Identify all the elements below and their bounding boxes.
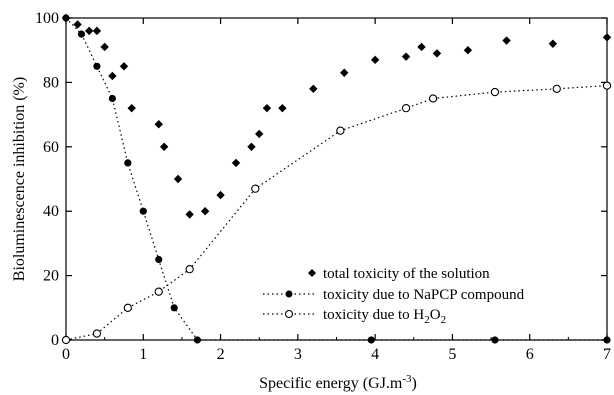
data-point-diamond <box>309 84 318 94</box>
data-point-filled-circle <box>77 30 86 38</box>
legend-label-napcp: toxicity due to NaPCP compound <box>323 287 525 303</box>
y-axis-label: Bioluminescence inhibition (%) <box>11 77 28 281</box>
data-point-diamond <box>502 36 511 45</box>
data-point-filled-circle <box>193 336 201 344</box>
data-point-diamond <box>119 62 129 71</box>
data-point-diamond <box>200 207 210 216</box>
y-tick-label: 40 <box>43 203 59 220</box>
data-point-filled-circle <box>491 336 499 344</box>
data-point-open-circle <box>490 87 500 97</box>
data-point-open-circle <box>154 287 163 296</box>
data-point-diamond <box>255 129 264 139</box>
data-point-filled-circle <box>603 336 611 344</box>
data-point-diamond <box>100 42 109 52</box>
legend-item-napcp: toxicity due to NaPCP compound <box>263 287 525 303</box>
series-markers <box>61 13 612 345</box>
legend-marker-diamond <box>308 269 316 277</box>
y-tick-label: 80 <box>43 74 59 91</box>
data-point-diamond <box>84 26 94 36</box>
data-point-filled-circle <box>108 94 116 103</box>
data-point-diamond <box>401 52 411 61</box>
data-point-diamond <box>154 120 163 129</box>
data-point-diamond <box>278 103 287 113</box>
data-point-open-circle <box>251 184 260 193</box>
x-axis-label: Specific energy (GJ.m-3) <box>259 373 417 392</box>
data-point-open-circle <box>428 94 438 103</box>
legend-item-total-toxicity: total toxicity of the solution <box>308 266 490 282</box>
x-tick-label: 6 <box>526 346 534 363</box>
legend-item-h2o2: toxicity due to H2O2 <box>263 307 446 326</box>
data-point-diamond <box>417 42 426 52</box>
data-point-filled-circle <box>155 255 163 264</box>
data-point-diamond <box>231 158 241 168</box>
legend-marker-open-circle <box>284 309 294 319</box>
data-point-diamond <box>216 190 225 200</box>
legend-label-h2o2: toxicity due to H2O2 <box>323 307 446 326</box>
data-point-filled-circle <box>139 207 147 215</box>
data-point-open-circle <box>336 126 345 135</box>
data-point-diamond <box>108 71 117 81</box>
data-point-diamond <box>548 39 558 48</box>
data-point-diamond <box>602 33 612 42</box>
data-point-open-circle <box>61 335 71 345</box>
data-point-diamond <box>247 142 256 151</box>
x-tick-label: 0 <box>62 346 70 363</box>
data-point-diamond <box>340 68 349 77</box>
data-point-open-circle <box>602 81 612 90</box>
data-point-diamond <box>370 55 380 65</box>
data-point-filled-circle <box>170 304 178 312</box>
data-point-open-circle <box>123 303 132 312</box>
data-point-diamond <box>262 103 272 113</box>
data-point-open-circle <box>401 104 411 113</box>
x-tick-label: 3 <box>294 346 302 363</box>
y-tick-label: 0 <box>51 332 59 349</box>
data-point-diamond <box>92 26 102 36</box>
x-tick-label: 2 <box>217 346 225 363</box>
data-point-open-circle <box>92 329 102 338</box>
x-tick-label: 4 <box>371 346 379 363</box>
data-point-diamond <box>185 210 194 219</box>
data-point-diamond <box>73 20 82 29</box>
y-axis-ticks: 0 20 40 60 80 100 <box>35 10 607 349</box>
y-tick-label: 100 <box>35 10 59 27</box>
x-axis-ticks: 0 1 2 3 4 5 6 7 <box>62 18 611 363</box>
series-line-2 <box>65 85 608 341</box>
data-point-filled-circle <box>124 159 132 167</box>
data-point-open-circle <box>185 265 194 274</box>
legend-marker-filled-circle <box>285 290 293 298</box>
data-point-open-circle <box>552 84 561 93</box>
y-tick-label: 60 <box>43 139 59 156</box>
data-point-diamond <box>463 46 473 55</box>
series-lines <box>65 17 608 341</box>
data-point-diamond <box>173 174 183 184</box>
y-tick-label: 20 <box>43 268 59 285</box>
x-tick-label: 1 <box>139 346 147 363</box>
x-tick-label: 7 <box>603 346 611 363</box>
data-point-filled-circle <box>62 14 70 22</box>
legend: total toxicity of the solution toxicity … <box>263 266 525 326</box>
data-point-diamond <box>432 49 442 58</box>
x-tick-label: 5 <box>448 346 456 363</box>
data-point-filled-circle <box>93 62 101 70</box>
data-point-filled-circle <box>367 336 375 344</box>
data-point-diamond <box>159 142 169 151</box>
legend-label-total-toxicity: total toxicity of the solution <box>323 266 490 282</box>
data-point-diamond <box>127 103 136 113</box>
